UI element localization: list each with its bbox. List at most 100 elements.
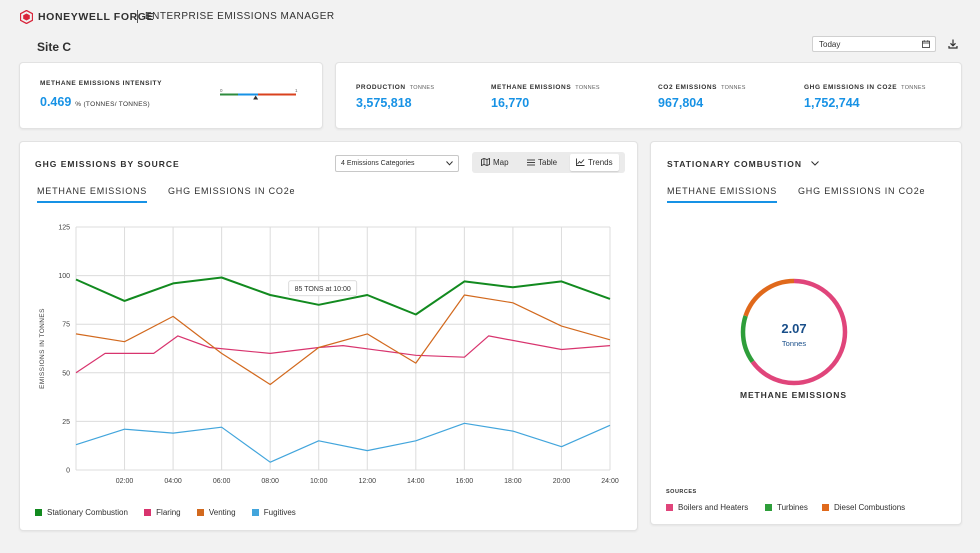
source-swatch (822, 504, 829, 511)
legend-swatch (144, 509, 152, 516)
methane-donut-chart: 2.07 Tonnes (740, 278, 848, 386)
gauge-segment-high (258, 93, 296, 96)
donut-segment-turbines[interactable] (740, 278, 848, 386)
series-line-stationary-combustion[interactable] (75, 276, 611, 316)
x-tick-label: 06:00 (213, 478, 231, 485)
gauge-marker-icon (253, 95, 259, 100)
donut-value: 2.07 (781, 321, 806, 336)
tab-methane-emissions[interactable]: METHANE EMISSIONS (37, 186, 148, 203)
view-table-button[interactable]: Table (521, 154, 563, 171)
x-tick-label: 04:00 (164, 478, 182, 485)
series-line-fugitives[interactable] (75, 422, 611, 463)
x-tick-label: 24:00 (601, 478, 619, 485)
ghg-emissions-panel (19, 141, 638, 531)
y-tick-label: 0 (66, 468, 70, 475)
app-title: ENTERPRISE EMISSIONS MANAGER (145, 11, 335, 22)
x-tick-label: 10:00 (310, 478, 328, 485)
legend-item-fugitives: Fugitives (251, 508, 296, 517)
y-tick-label: 100 (58, 273, 70, 280)
emissions-category-value: 4 Emissions Categories (341, 160, 415, 167)
stationary-combustion-panel (650, 141, 962, 525)
y-tick-label: 50 (62, 370, 70, 377)
download-icon[interactable] (946, 37, 960, 51)
intensity-gauge: 0 1 (220, 88, 298, 100)
kpi-ghg-value: 1,752,744 (804, 96, 860, 110)
source-diesel-combustions: Diesel Combustions (822, 503, 905, 512)
legend-item-stationary-combustion: Stationary Combustion (35, 508, 128, 517)
x-tick-label: 14:00 (407, 478, 425, 485)
kpi-methane-label: METHANE EMISSIONS TONNES (491, 84, 600, 91)
legend-item-flaring: Flaring (144, 508, 181, 517)
stationary-panel-title[interactable]: STATIONARY COMBUSTION (667, 159, 820, 169)
x-tick-label: 20:00 (553, 478, 571, 485)
x-tick-label: 16:00 (456, 478, 474, 485)
kpi-production-label: PRODUCTION TONNES (356, 84, 435, 91)
y-tick-label: 75 (62, 322, 70, 329)
view-toggle: Map Table Trends (472, 152, 625, 173)
tab-stationary-methane-emissions[interactable]: METHANE EMISSIONS (667, 186, 778, 203)
legend-label: Fugitives (263, 508, 296, 517)
chart-tooltip: 85 TONS at 10:00 (288, 280, 358, 297)
donut-segment-diesel-combustions[interactable] (740, 278, 848, 386)
intensity-label: METHANE EMISSIONS INTENSITY (40, 80, 163, 87)
source-boilers-and-heaters: Boilers and Heaters (666, 503, 748, 512)
series-line-venting[interactable] (75, 294, 611, 386)
kpi-card: PRODUCTION TONNES 3,575,818 METHANE EMISS… (335, 62, 962, 129)
x-tick-label: 18:00 (504, 478, 522, 485)
ghg-panel-title: GHG EMISSIONS BY SOURCE (35, 159, 180, 169)
emissions-category-select[interactable]: 4 Emissions Categories (335, 155, 459, 172)
kpi-ghg-label: GHG EMISSIONS IN CO2E TONNES (804, 84, 926, 91)
calendar-icon (922, 40, 930, 48)
kpi-co2-value: 967,804 (658, 96, 704, 110)
map-icon (481, 157, 490, 167)
donut-caption: METHANE EMISSIONS (740, 390, 847, 400)
gauge-min-label: 0 (220, 88, 223, 93)
donut-unit: Tonnes (782, 339, 806, 348)
legend-label: Flaring (156, 508, 181, 517)
series-line-flaring[interactable] (75, 335, 611, 374)
kpi-production-value: 3,575,818 (356, 96, 412, 110)
view-trends-button[interactable]: Trends (570, 154, 619, 171)
y-axis-label: EMISSIONS IN TONNES (39, 308, 46, 389)
tab-ghg-emissions-co2e[interactable]: GHG EMISSIONS IN CO2e (168, 186, 296, 196)
gauge-segment-low (220, 93, 238, 96)
source-label: Diesel Combustions (834, 503, 906, 512)
brand-divider (137, 10, 138, 23)
view-trends-label: Trends (588, 158, 613, 167)
ghg-line-chart: 0 25 50 75 100 125 02:00 04:00 06:00 08:00 10:00 12… (39, 225, 619, 486)
legend-label: Stationary Combustion (47, 508, 128, 517)
source-label: Boilers and Heaters (678, 503, 749, 512)
date-range-select[interactable]: Today (812, 36, 936, 52)
trend-chart-icon (576, 158, 585, 166)
source-turbines: Turbines (765, 503, 808, 512)
x-tick-label: 12:00 (359, 478, 377, 485)
tooltip-box (288, 280, 358, 297)
intensity-value: 0.469% (TONNES/ TONNES) (40, 95, 150, 109)
chevron-down-icon (811, 161, 820, 166)
gauge-segment-mid (238, 93, 258, 96)
chart-legend: Stationary Combustion Flaring Venting Fu… (35, 508, 296, 517)
gauge-max-label: 1 (295, 88, 298, 93)
x-tick-label: 02:00 (116, 478, 134, 485)
top-bar: HONEYWELL FORGE ENTERPRISE EMISSIONS MAN… (0, 0, 980, 34)
view-map-label: Map (493, 158, 509, 167)
brand-name: HONEYWELL FORGE (38, 11, 155, 23)
page-title: Site C (37, 40, 72, 54)
legend-swatch (35, 509, 42, 516)
view-map-button[interactable]: Map (475, 154, 515, 171)
kpi-co2-label: CO2 EMISSIONS TONNES (658, 84, 746, 91)
legend-item-venting: Venting (196, 508, 236, 517)
view-table-label: Table (538, 158, 558, 167)
list-icon (527, 159, 535, 166)
honeywell-logo-icon (20, 10, 33, 24)
legend-swatch (196, 509, 204, 516)
intensity-number: 0.469 (40, 95, 72, 109)
x-tick-label: 08:00 (261, 478, 279, 485)
intensity-unit: % (TONNES/ TONNES) (75, 101, 151, 108)
source-swatch (765, 504, 772, 511)
kpi-methane-value: 16,770 (491, 96, 530, 110)
source-swatch (666, 504, 673, 511)
tab-stationary-ghg-co2e[interactable]: GHG EMISSIONS IN CO2e (798, 186, 926, 196)
date-range-value: Today (819, 40, 841, 49)
y-tick-label: 25 (62, 419, 70, 426)
